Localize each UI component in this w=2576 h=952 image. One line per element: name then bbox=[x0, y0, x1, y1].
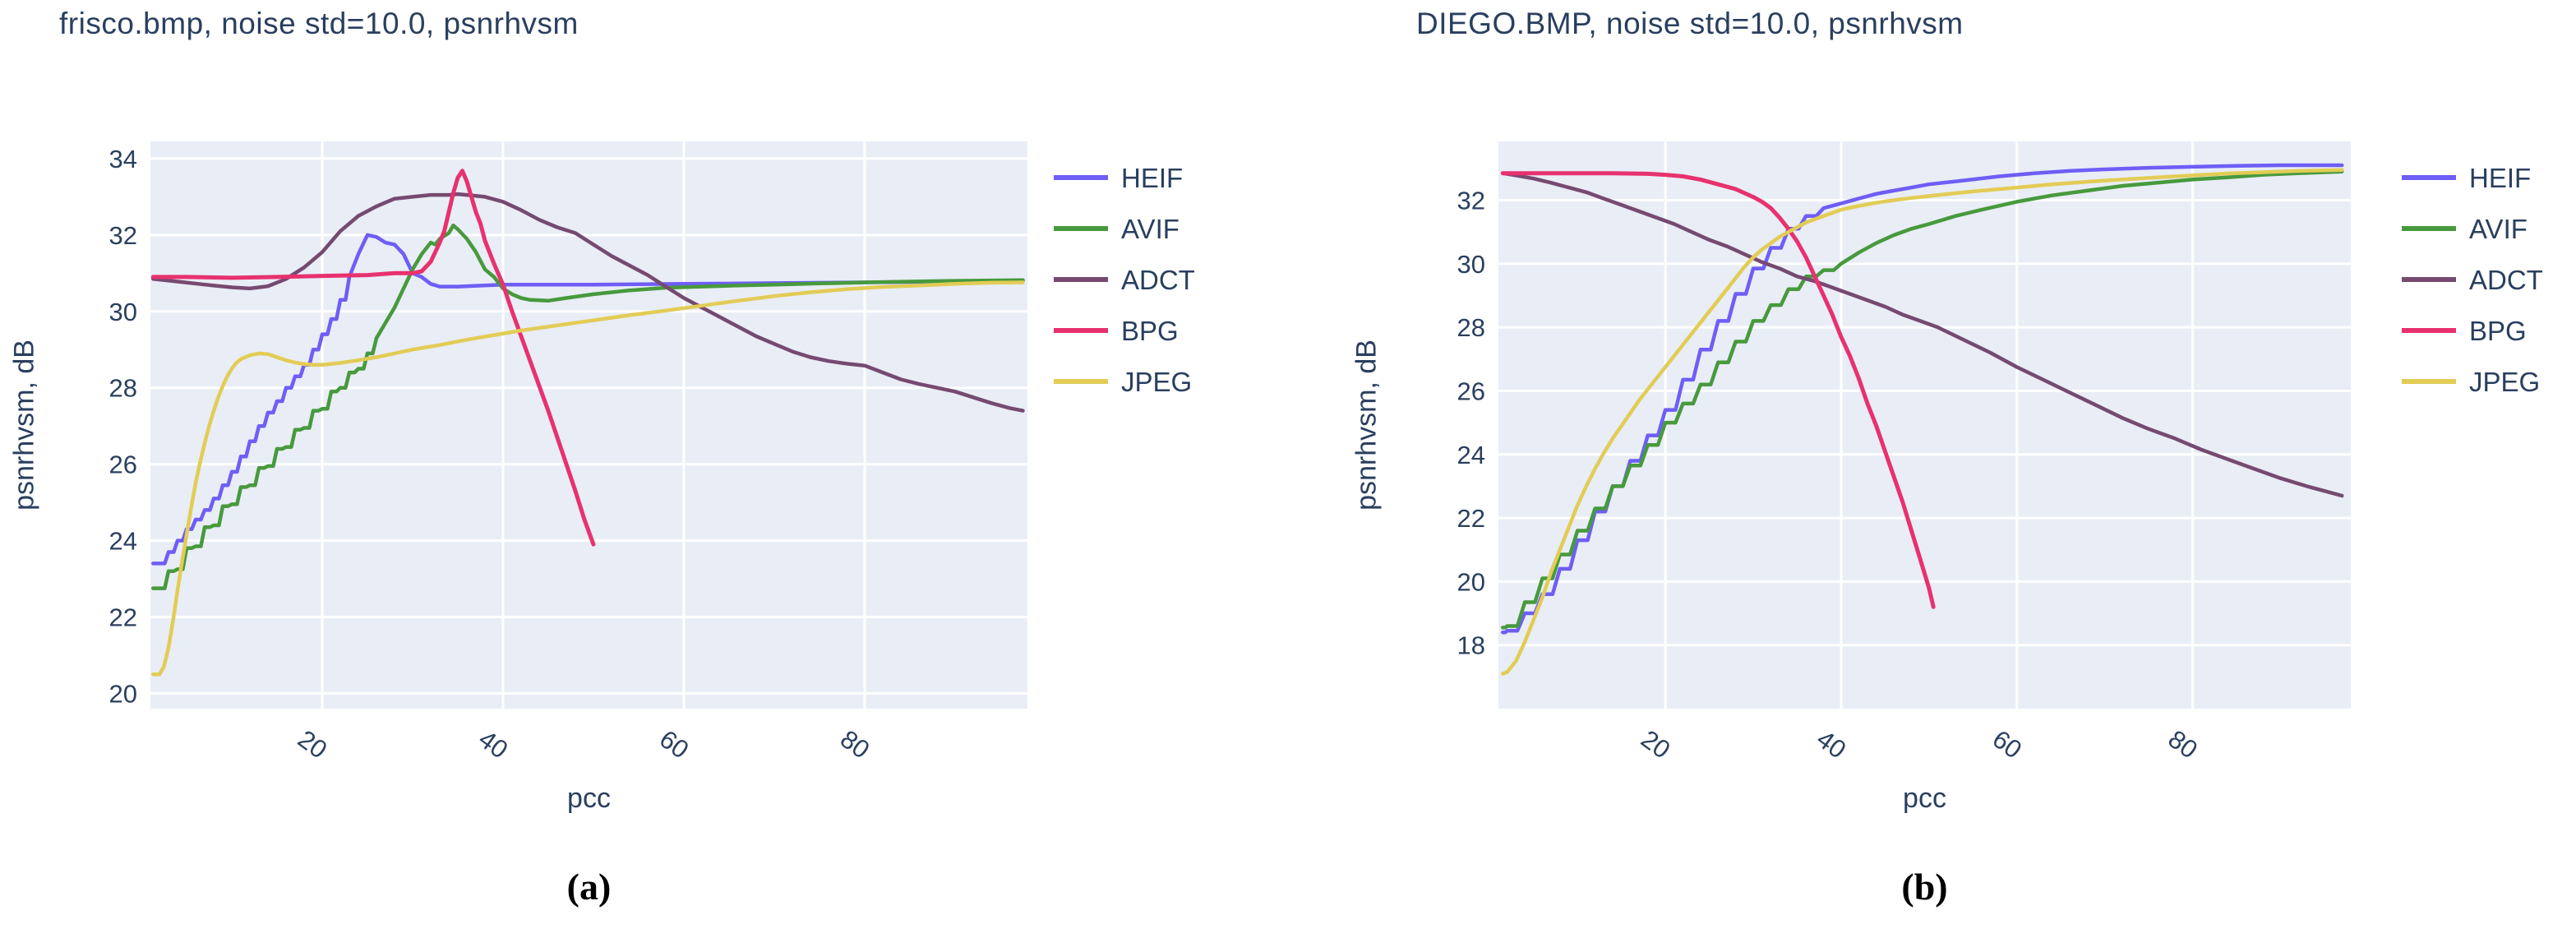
chart-b: DIEGO.BMP, noise std=10.0, psnrhvsm 18 20… bbox=[1288, 0, 2576, 952]
legend-item-JPEG[interactable]: JPEG bbox=[2402, 367, 2540, 397]
legend-item-HEIF[interactable]: HEIF bbox=[1054, 163, 1183, 193]
y-tick-label: 22 bbox=[109, 603, 137, 631]
series-line-BPG[interactable] bbox=[1500, 171, 1936, 609]
legend-label: ADCT bbox=[2469, 265, 2543, 295]
y-tick-label: 28 bbox=[1457, 313, 1485, 342]
x-tick-label: 60 bbox=[654, 724, 694, 765]
chart-title: frisco.bmp, noise std=10.0, psnrhvsm bbox=[59, 7, 579, 40]
legend-item-BPG[interactable]: BPG bbox=[2402, 316, 2527, 346]
legend-label: AVIF bbox=[2469, 214, 2528, 244]
legend-label: ADCT bbox=[1121, 265, 1195, 295]
series-line-HEIF[interactable] bbox=[1501, 163, 2344, 635]
x-tick-label: 40 bbox=[1812, 724, 1851, 765]
plot-background bbox=[150, 141, 1027, 709]
legend-label: AVIF bbox=[1121, 214, 1180, 244]
y-tick-label: 34 bbox=[109, 145, 137, 173]
legend-item-AVIF[interactable]: AVIF bbox=[2402, 214, 2528, 244]
x-axis-title: pcc bbox=[567, 783, 611, 814]
legend-item-BPG[interactable]: BPG bbox=[1054, 316, 1179, 346]
series-line-HEIF[interactable] bbox=[151, 233, 1025, 566]
x-tick-label: 80 bbox=[835, 724, 875, 765]
x-tick-label: 20 bbox=[1636, 724, 1675, 765]
caption-b: (b) bbox=[1901, 866, 1948, 908]
series-line-ADCT[interactable] bbox=[1501, 171, 2344, 498]
y-axis-title: psnrhvsm, dB bbox=[1350, 340, 1383, 511]
y-tick-label: 32 bbox=[109, 221, 137, 250]
legend-item-HEIF[interactable]: HEIF bbox=[2402, 163, 2531, 193]
plot-background bbox=[1498, 141, 2351, 709]
legend-item-ADCT[interactable]: ADCT bbox=[1054, 265, 1195, 295]
series-line-AVIF[interactable] bbox=[151, 223, 1025, 590]
y-tick-label: 32 bbox=[1457, 187, 1485, 215]
series-line-ADCT[interactable] bbox=[151, 192, 1025, 413]
legend-label: HEIF bbox=[1121, 163, 1183, 193]
y-tick-label: 24 bbox=[1457, 441, 1485, 469]
legend-label: HEIF bbox=[2469, 163, 2531, 193]
legend-item-ADCT[interactable]: ADCT bbox=[2402, 265, 2543, 295]
legend-label: BPG bbox=[1121, 316, 1179, 346]
legend-label: BPG bbox=[2469, 316, 2527, 346]
y-tick-label: 22 bbox=[1457, 504, 1485, 533]
y-tick-label: 26 bbox=[109, 451, 137, 479]
x-tick-label: 20 bbox=[293, 724, 332, 765]
y-tick-label: 30 bbox=[1457, 250, 1485, 279]
chart-a: frisco.bmp, noise std=10.0, psnrhvsm 20 2… bbox=[0, 0, 1288, 952]
legend-label: JPEG bbox=[1121, 367, 1192, 397]
y-tick-label: 24 bbox=[109, 527, 137, 556]
x-tick-label: 60 bbox=[1987, 724, 2027, 765]
plot-area[interactable]: 18 20 22 24 26 28 30 32 20 40 60 80 HEIF AVIF ADCT BPG J… bbox=[1288, 0, 2576, 952]
x-axis-title: pcc bbox=[1903, 783, 1946, 814]
x-tick-label: 80 bbox=[2163, 724, 2203, 765]
series-line-JPEG[interactable] bbox=[1501, 168, 2344, 676]
legend-label: JPEG bbox=[2469, 367, 2540, 397]
chart-title: DIEGO.BMP, noise std=10.0, psnrhvsm bbox=[1416, 7, 1964, 40]
plot-area[interactable]: 20 22 24 26 28 30 32 34 20 40 60 80 HEIF AVIF ADCT BPG J… bbox=[0, 0, 1288, 952]
y-tick-label: 20 bbox=[109, 679, 137, 708]
series-line-BPG[interactable] bbox=[150, 169, 596, 547]
y-tick-label: 30 bbox=[109, 298, 137, 326]
y-axis-title: psnrhvsm, dB bbox=[8, 340, 40, 511]
series-line-JPEG[interactable] bbox=[151, 280, 1025, 677]
y-tick-label: 20 bbox=[1457, 567, 1485, 596]
legend-item-JPEG[interactable]: JPEG bbox=[1054, 367, 1192, 397]
y-tick-label: 28 bbox=[109, 374, 137, 403]
series-line-AVIF[interactable] bbox=[1501, 169, 2344, 630]
x-tick-label: 40 bbox=[473, 724, 513, 765]
y-tick-label: 26 bbox=[1457, 377, 1485, 405]
legend-item-AVIF[interactable]: AVIF bbox=[1054, 214, 1180, 244]
caption-a: (a) bbox=[566, 866, 612, 908]
y-tick-label: 18 bbox=[1457, 631, 1485, 660]
